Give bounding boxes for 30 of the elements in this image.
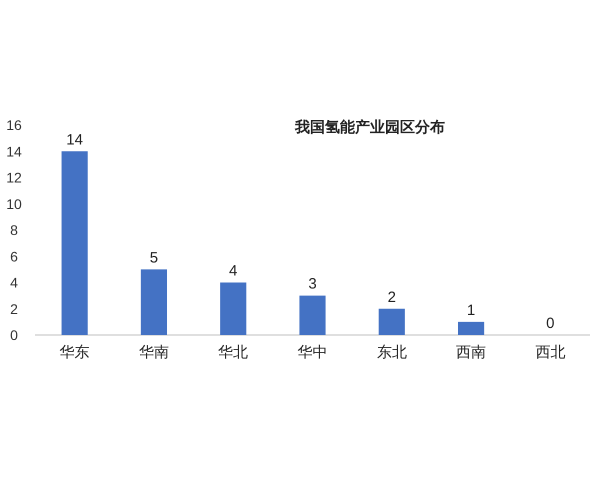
- y-tick-label: 4: [10, 274, 18, 290]
- y-tick-label: 0: [10, 327, 18, 343]
- bar: [140, 269, 168, 335]
- bar: [299, 296, 326, 335]
- y-tick-label: 2: [10, 300, 18, 317]
- y-tick-label: 10: [6, 196, 22, 212]
- data-label: 2: [388, 288, 396, 306]
- y-tick-label: 8: [10, 222, 18, 238]
- x-tick-label: 西北: [535, 344, 566, 361]
- data-label: 5: [150, 249, 158, 266]
- x-tick-label: 华东: [60, 344, 90, 361]
- data-label: 3: [308, 276, 317, 293]
- x-tick-label: 西南: [456, 344, 486, 361]
- bar: [458, 322, 484, 335]
- bar: [220, 282, 246, 335]
- chart-title: 我国氢能产业园区分布: [294, 119, 445, 136]
- data-label: 0: [546, 315, 555, 332]
- data-label: 1: [466, 302, 476, 319]
- bar: [378, 308, 405, 335]
- x-tick-label: 华南: [138, 344, 169, 361]
- bar: [62, 151, 88, 335]
- x-tick-label: 华北: [218, 344, 248, 361]
- y-tick-label: 6: [10, 248, 18, 264]
- x-tick-label: 东北: [376, 344, 407, 361]
- y-tick-label: 12: [6, 170, 22, 186]
- data-label: 4: [229, 262, 238, 280]
- data-label: 14: [66, 131, 83, 148]
- y-tick-label: 14: [6, 143, 22, 160]
- x-tick-label: 华中: [298, 344, 328, 361]
- y-tick-label: 16: [6, 117, 22, 133]
